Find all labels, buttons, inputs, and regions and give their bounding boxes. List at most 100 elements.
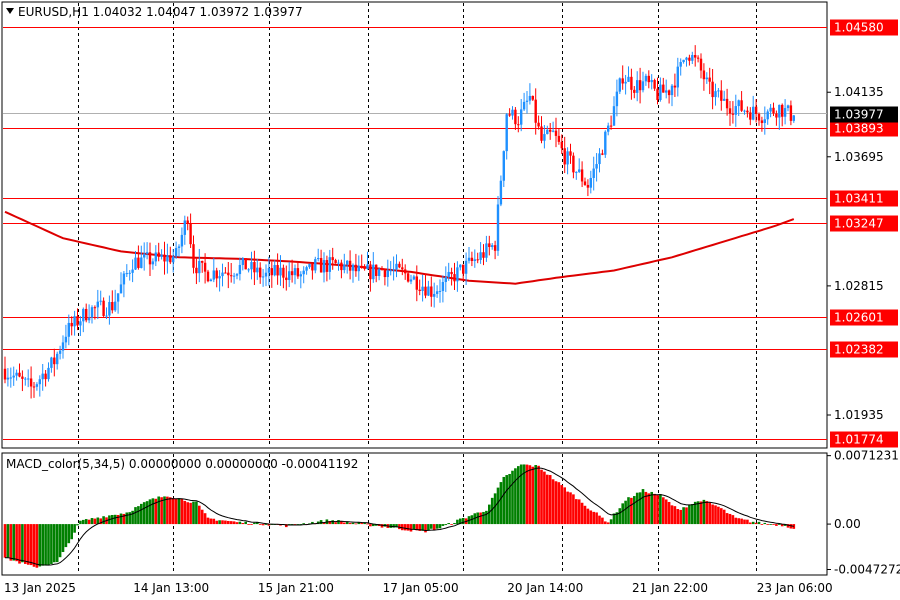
candle-body[interactable] (511, 109, 514, 116)
candle-body[interactable] (116, 293, 120, 302)
candle-body[interactable] (232, 275, 236, 277)
candle-body[interactable] (540, 126, 543, 141)
candle-body[interactable] (12, 375, 15, 378)
candle-body[interactable] (177, 246, 181, 248)
candle-body[interactable] (720, 90, 723, 101)
candle-body[interactable] (348, 260, 352, 271)
candle-body[interactable] (215, 270, 218, 279)
candle-body[interactable] (346, 260, 349, 265)
candle-body[interactable] (662, 84, 665, 93)
candle-body[interactable] (293, 268, 297, 276)
candle-body[interactable] (108, 301, 111, 316)
candle-body[interactable] (137, 257, 140, 268)
candle-body[interactable] (786, 105, 790, 109)
candle-body[interactable] (6, 377, 10, 380)
candle-body[interactable] (754, 106, 758, 115)
candle-body[interactable] (723, 98, 726, 101)
candle-body[interactable] (618, 78, 621, 92)
candle-body[interactable] (114, 301, 117, 311)
candle-body[interactable] (331, 257, 334, 261)
candle-body[interactable] (783, 108, 787, 117)
candle-body[interactable] (134, 257, 137, 270)
candle-body[interactable] (398, 263, 401, 268)
candle-body[interactable] (624, 81, 627, 84)
candle-body[interactable] (589, 177, 592, 188)
candle-body[interactable] (61, 342, 65, 351)
candle-body[interactable] (354, 264, 358, 272)
candle-body[interactable] (270, 268, 273, 276)
candle-body[interactable] (256, 267, 259, 273)
candle-body[interactable] (673, 85, 677, 88)
candle-body[interactable] (560, 141, 563, 149)
candle-body[interactable] (96, 301, 99, 308)
candle-body[interactable] (551, 130, 555, 132)
candle-body[interactable] (79, 321, 82, 326)
candle-body[interactable] (725, 98, 729, 109)
candle-body[interactable] (525, 100, 529, 102)
candle-body[interactable] (58, 350, 62, 354)
candle-body[interactable] (276, 265, 279, 276)
candle-body[interactable] (496, 204, 500, 251)
candle-body[interactable] (476, 259, 479, 261)
candle-body[interactable] (195, 267, 198, 274)
candle-body[interactable] (47, 367, 50, 380)
candle-body[interactable] (198, 260, 201, 274)
candle-body[interactable] (253, 262, 256, 273)
candle-body[interactable] (441, 282, 445, 291)
candle-body[interactable] (435, 291, 439, 294)
candle-body[interactable] (459, 264, 462, 268)
candle-body[interactable] (264, 272, 268, 277)
candle-body[interactable] (485, 243, 488, 258)
candle-body[interactable] (473, 259, 476, 261)
candle-body[interactable] (76, 316, 79, 326)
candle-body[interactable] (644, 75, 648, 82)
candle-body[interactable] (119, 284, 123, 294)
candle-body[interactable] (186, 220, 189, 224)
candle-body[interactable] (102, 300, 105, 316)
candle-body[interactable] (160, 254, 163, 257)
candle-body[interactable] (322, 260, 326, 273)
candle-body[interactable] (56, 353, 59, 365)
candle-body[interactable] (366, 264, 369, 269)
candle-body[interactable] (105, 315, 108, 317)
candle-body[interactable] (743, 110, 746, 112)
candle-body[interactable] (601, 153, 604, 155)
candle-body[interactable] (781, 104, 784, 117)
candle-body[interactable] (308, 263, 311, 268)
level-price-tag[interactable] (830, 120, 898, 137)
candle-body[interactable] (85, 308, 88, 321)
candle-body[interactable] (172, 256, 175, 263)
candle-body[interactable] (412, 276, 416, 280)
candle-body[interactable] (775, 113, 778, 118)
candle-body[interactable] (520, 109, 523, 125)
candle-body[interactable] (67, 322, 70, 337)
candle-body[interactable] (386, 270, 389, 278)
price-axis[interactable]: 1.04580 1.03893 1.03411 1.03247 1.02601 1.023… (827, 19, 900, 577)
candle-body[interactable] (636, 80, 639, 93)
candle-body[interactable] (752, 106, 755, 120)
candle-body[interactable] (462, 264, 465, 274)
candle-body[interactable] (430, 286, 433, 297)
candle-body[interactable] (766, 111, 769, 120)
price-pane[interactable] (1, 1, 828, 449)
current-price-tag[interactable] (830, 106, 898, 123)
candle-body[interactable] (151, 261, 155, 265)
candle-body[interactable] (583, 181, 587, 185)
candle-body[interactable] (363, 266, 366, 269)
candle-body[interactable] (612, 106, 616, 126)
candle-body[interactable] (633, 89, 636, 93)
candle-body[interactable] (792, 115, 795, 121)
candle-body[interactable] (180, 234, 184, 247)
candle-body[interactable] (447, 271, 450, 278)
candle-body[interactable] (627, 76, 630, 82)
candle-body[interactable] (53, 357, 56, 365)
candle-body[interactable] (418, 289, 421, 291)
candle-body[interactable] (682, 59, 685, 63)
candle-body[interactable] (334, 260, 337, 264)
candle-body[interactable] (82, 308, 85, 322)
candle-body[interactable] (578, 169, 581, 172)
candle-body[interactable] (296, 268, 300, 277)
candle-body[interactable] (174, 247, 178, 257)
candle-body[interactable] (145, 252, 149, 254)
candle-body[interactable] (609, 125, 613, 127)
